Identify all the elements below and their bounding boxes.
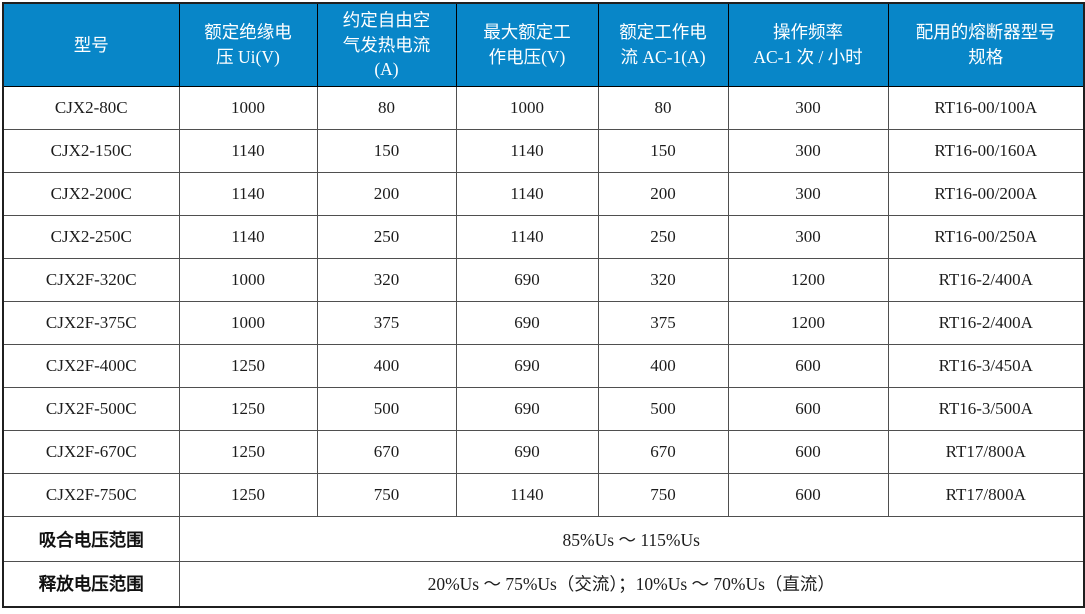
value-cell: RT16-00/160A [887, 129, 1085, 173]
table-body: CJX2-80C 1000 80 1000 80 300 RT16-00/100A CJX2-… [2, 86, 1085, 517]
value-cell: 250 [316, 215, 457, 259]
header-row: 型号 额定绝缘电 压 Ui(V) 约定自由空 气发热电流 (A) 最大额定工 作电压(… [2, 2, 1085, 87]
value-cell: 320 [316, 258, 457, 302]
model-cell: CJX2F-400C [2, 344, 180, 388]
value-cell: 1000 [178, 258, 318, 302]
table-row: CJX2-150C 1140 150 1140 150 300 RT16-00/160A [2, 129, 1085, 173]
value-cell: 690 [455, 344, 599, 388]
value-cell: 750 [597, 473, 729, 517]
model-cell: CJX2-200C [2, 172, 180, 216]
column-header: 配用的熔断器型号 规格 [887, 2, 1085, 87]
value-cell: 690 [455, 387, 599, 431]
value-cell: 1250 [178, 387, 318, 431]
value-cell: 1140 [455, 215, 599, 259]
value-cell: 1000 [455, 86, 599, 130]
value-cell: 600 [727, 430, 889, 474]
column-header: 额定绝缘电 压 Ui(V) [178, 2, 318, 87]
table-row: CJX2-250C 1140 250 1140 250 300 RT16-00/250A [2, 215, 1085, 259]
value-cell: 1250 [178, 344, 318, 388]
value-cell: 375 [597, 301, 729, 345]
value-cell: 1140 [178, 215, 318, 259]
value-cell: 600 [727, 387, 889, 431]
value-cell: 200 [316, 172, 457, 216]
value-cell: 600 [727, 473, 889, 517]
value-cell: 250 [597, 215, 729, 259]
footer-value: 85%Us ～ 115%Us [178, 516, 1085, 562]
value-cell: 200 [597, 172, 729, 216]
table-row: CJX2-200C 1140 200 1140 200 300 RT16-00/200A [2, 172, 1085, 216]
value-cell: 600 [727, 344, 889, 388]
table-row: CJX2F-320C 1000 320 690 320 1200 RT16-2/400A [2, 258, 1085, 302]
value-cell: 670 [597, 430, 729, 474]
value-cell: 1250 [178, 473, 318, 517]
value-cell: 375 [316, 301, 457, 345]
model-cell: CJX2F-500C [2, 387, 180, 431]
model-cell: CJX2F-375C [2, 301, 180, 345]
value-cell: 1000 [178, 86, 318, 130]
value-cell: 80 [316, 86, 457, 130]
table-row: CJX2-80C 1000 80 1000 80 300 RT16-00/100A [2, 86, 1085, 130]
value-cell: 670 [316, 430, 457, 474]
value-cell: RT16-2/400A [887, 258, 1085, 302]
value-cell: 400 [597, 344, 729, 388]
model-cell: CJX2-80C [2, 86, 180, 130]
value-cell: 1000 [178, 301, 318, 345]
value-cell: 1200 [727, 301, 889, 345]
column-header: 操作频率 AC-1 次 / 小时 [727, 2, 889, 87]
value-cell: 1140 [178, 172, 318, 216]
value-cell: 500 [597, 387, 729, 431]
value-cell: RT16-00/100A [887, 86, 1085, 130]
footer-row: 吸合电压范围 85%Us ～ 115%Us [2, 516, 1085, 562]
footer-label: 释放电压范围 [2, 561, 180, 607]
value-cell: 690 [455, 258, 599, 302]
value-cell: RT16-00/250A [887, 215, 1085, 259]
column-header: 最大额定工 作电压(V) [455, 2, 599, 87]
value-cell: 1140 [178, 129, 318, 173]
value-cell: RT16-00/200A [887, 172, 1085, 216]
table-row: CJX2F-750C 1250 750 1140 750 600 RT17/800A [2, 473, 1085, 517]
value-cell: RT17/800A [887, 430, 1085, 474]
table-row: CJX2F-375C 1000 375 690 375 1200 RT16-2/400A [2, 301, 1085, 345]
model-cell: CJX2-150C [2, 129, 180, 173]
table-row: CJX2F-670C 1250 670 690 670 600 RT17/800A [2, 430, 1085, 474]
value-cell: 300 [727, 86, 889, 130]
value-cell: 1140 [455, 473, 599, 517]
table-footer: 吸合电压范围 85%Us ～ 115%Us 释放电压范围 20%Us ～ 75%Us（… [2, 516, 1085, 607]
value-cell: 1140 [455, 172, 599, 216]
value-cell: 1250 [178, 430, 318, 474]
model-cell: CJX2F-670C [2, 430, 180, 474]
model-cell: CJX2F-750C [2, 473, 180, 517]
column-header: 额定工作电 流 AC-1(A) [597, 2, 729, 87]
value-cell: 150 [597, 129, 729, 173]
value-cell: 300 [727, 129, 889, 173]
value-cell: 400 [316, 344, 457, 388]
table-row: CJX2F-400C 1250 400 690 400 600 RT16-3/450A [2, 344, 1085, 388]
value-cell: RT16-3/500A [887, 387, 1085, 431]
column-header: 型号 [2, 2, 180, 87]
value-cell: 690 [455, 430, 599, 474]
value-cell: 320 [597, 258, 729, 302]
footer-value: 20%Us ～ 75%Us（交流）；10%Us ～ 70%Us（直流） [178, 561, 1085, 607]
table-row: CJX2F-500C 1250 500 690 500 600 RT16-3/500A [2, 387, 1085, 431]
value-cell: RT16-2/400A [887, 301, 1085, 345]
model-cell: CJX2-250C [2, 215, 180, 259]
value-cell: 300 [727, 215, 889, 259]
value-cell: 150 [316, 129, 457, 173]
footer-row: 释放电压范围 20%Us ～ 75%Us（交流）；10%Us ～ 70%Us（直流… [2, 561, 1085, 607]
value-cell: 1140 [455, 129, 599, 173]
footer-label: 吸合电压范围 [2, 516, 180, 562]
value-cell: RT17/800A [887, 473, 1085, 517]
value-cell: RT16-3/450A [887, 344, 1085, 388]
column-header: 约定自由空 气发热电流 (A) [316, 2, 457, 87]
value-cell: 500 [316, 387, 457, 431]
model-cell: CJX2F-320C [2, 258, 180, 302]
value-cell: 300 [727, 172, 889, 216]
value-cell: 750 [316, 473, 457, 517]
value-cell: 1200 [727, 258, 889, 302]
value-cell: 690 [455, 301, 599, 345]
value-cell: 80 [597, 86, 729, 130]
